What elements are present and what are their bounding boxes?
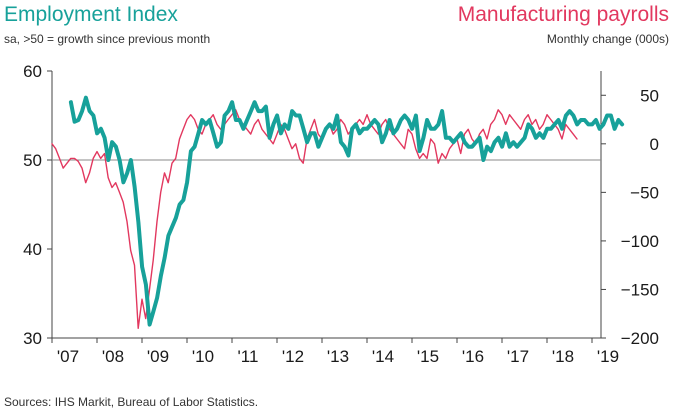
left-tick-label: 50 [23,151,42,170]
x-tick-label: '09 [147,347,169,366]
x-tick-label: '14 [372,347,394,366]
x-tick-label: '16 [462,347,484,366]
chart-subtitle-left: sa, >50 = growth since previous month [4,32,211,46]
employment-index-line [68,95,625,327]
right-tick-label: −50 [630,183,659,202]
chart-title-right: Manufacturing payrolls [457,3,669,26]
x-tick-label: '07 [57,347,79,366]
x-tick-label: '12 [282,347,304,366]
right-tick-label: 0 [650,135,659,154]
chart-title-left: Employment Index [4,3,178,26]
payrolls-line [51,109,578,329]
x-tick-label: '11 [238,347,259,366]
right-tick-label: −200 [621,329,659,348]
right-tick-label: −150 [621,280,659,299]
x-tick-label: '18 [552,347,574,366]
left-tick-label: 60 [23,62,42,81]
right-tick-label: −100 [621,232,659,251]
x-tick-label: '08 [102,347,124,366]
source-note: Sources: IHS Markit, Bureau of Labor Sta… [4,395,259,409]
left-tick-label: 30 [23,329,42,348]
right-tick-label: 50 [640,86,659,105]
x-tick-label: '10 [192,347,214,366]
left-tick-label: 40 [23,240,42,259]
x-tick-label: '13 [327,347,349,366]
x-tick-label: '19 [597,347,619,366]
x-tick-label: '15 [417,347,439,366]
x-tick-label: '17 [507,347,529,366]
chart-subtitle-right: Monthly change (000s) [546,32,669,46]
